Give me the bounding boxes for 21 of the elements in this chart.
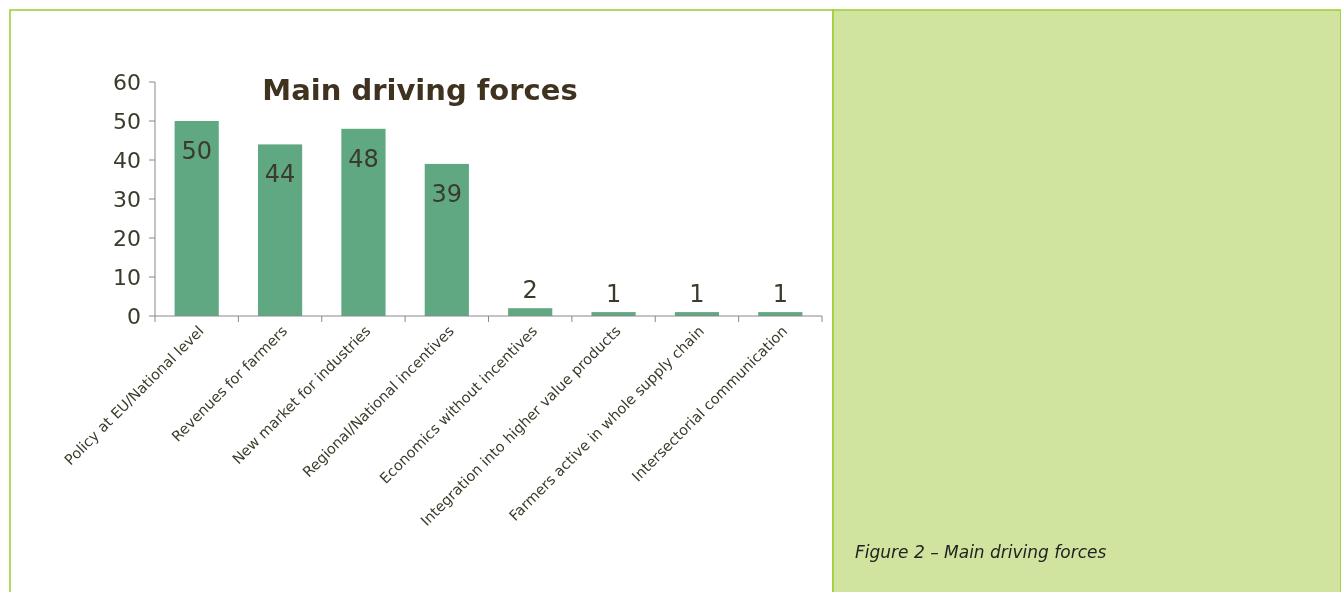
data-label: 1 <box>772 280 788 309</box>
data-label: 39 <box>431 179 463 208</box>
caption: Figure 2 – Main driving forces <box>855 542 1107 562</box>
y-tick-label: 20 <box>113 225 141 251</box>
y-tick-label: 60 <box>113 69 141 95</box>
bar <box>424 163 469 316</box>
data-label: 2 <box>522 276 538 305</box>
bar <box>174 121 219 316</box>
y-tick-label: 10 <box>113 264 141 290</box>
y-tick-label: 50 <box>113 108 141 134</box>
chart-title: Main driving forces <box>262 73 578 107</box>
data-label: 50 <box>181 137 212 165</box>
bar <box>341 128 386 316</box>
data-label: 1 <box>605 280 622 309</box>
y-tick-label: 40 <box>113 147 141 173</box>
y-tick-label: 0 <box>127 303 141 329</box>
y-tick-label: 30 <box>113 186 141 212</box>
bar <box>257 144 303 316</box>
data-label: 44 <box>264 160 296 189</box>
data-label: 1 <box>689 280 705 309</box>
data-label: 48 <box>348 144 379 173</box>
